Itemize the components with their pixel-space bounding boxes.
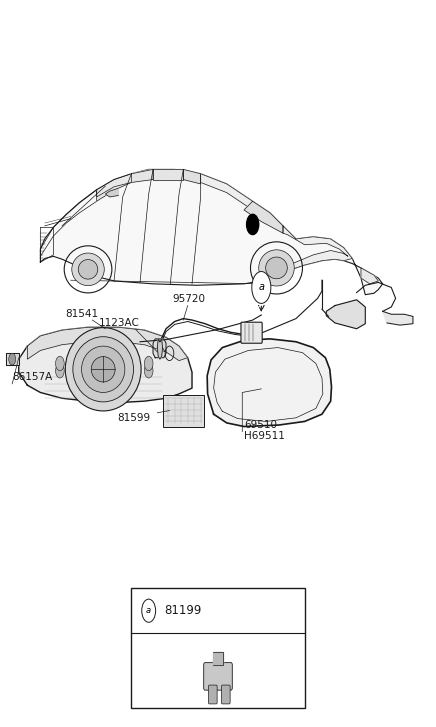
Text: 81541: 81541 [65,308,98,318]
Polygon shape [106,188,118,197]
Polygon shape [6,353,19,365]
Circle shape [9,353,16,365]
Polygon shape [326,300,365,329]
Circle shape [144,356,153,371]
Text: 69510: 69510 [244,420,277,430]
Text: a: a [146,606,151,615]
Text: 81599: 81599 [117,413,150,422]
Polygon shape [383,311,413,325]
Text: H69511: H69511 [244,431,285,441]
FancyBboxPatch shape [221,685,230,704]
Ellipse shape [259,250,294,286]
Text: 95720: 95720 [172,294,205,304]
Polygon shape [244,201,283,233]
Text: 1123AC: 1123AC [99,318,140,328]
Polygon shape [157,339,163,359]
Polygon shape [207,339,331,427]
Circle shape [55,356,64,371]
Polygon shape [97,174,131,201]
Polygon shape [27,327,187,361]
Polygon shape [153,339,166,358]
Polygon shape [213,652,223,664]
Polygon shape [19,327,192,403]
Ellipse shape [91,357,115,382]
Polygon shape [131,169,153,182]
Polygon shape [261,226,352,281]
Circle shape [144,364,153,378]
Polygon shape [184,169,201,184]
Polygon shape [97,169,283,233]
Ellipse shape [266,257,287,278]
Polygon shape [361,268,378,284]
Ellipse shape [78,260,98,279]
Circle shape [142,599,156,622]
FancyBboxPatch shape [208,685,217,704]
Polygon shape [41,169,383,294]
Circle shape [247,214,259,235]
Polygon shape [153,169,184,180]
FancyBboxPatch shape [204,662,232,690]
Bar [131,588,305,707]
Circle shape [252,271,271,303]
Ellipse shape [82,346,125,393]
Ellipse shape [72,253,104,286]
Ellipse shape [65,328,141,411]
FancyBboxPatch shape [241,322,262,343]
Text: 81199: 81199 [164,604,201,617]
Ellipse shape [73,337,133,402]
Text: a: a [258,283,264,292]
Text: 86157A: 86157A [12,372,52,382]
Circle shape [55,364,64,378]
FancyBboxPatch shape [163,395,204,427]
